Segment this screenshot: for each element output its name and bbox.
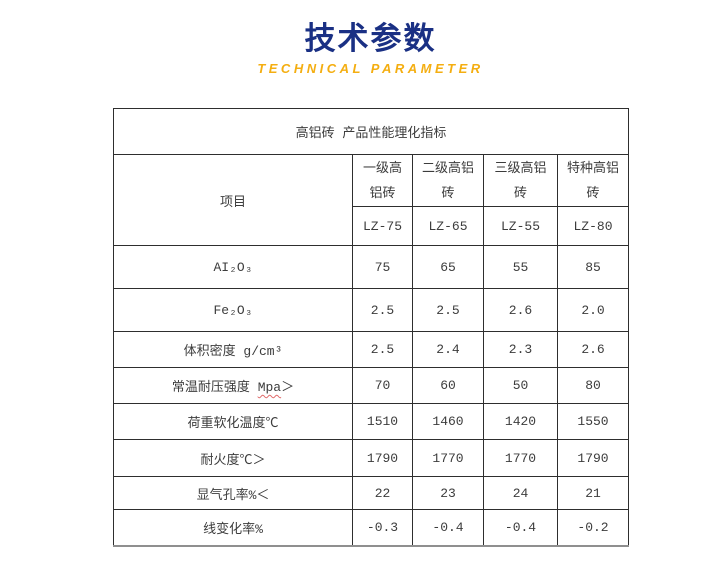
table-row: Fe₂O₃ 2.5 2.5 2.6 2.0 bbox=[113, 288, 630, 332]
table-row: AI₂O₃ 75 65 55 85 bbox=[113, 245, 630, 289]
cell-value: 21 bbox=[556, 476, 630, 510]
row-label: AI₂O₃ bbox=[113, 245, 353, 289]
cell-value: 2.6 bbox=[483, 288, 558, 332]
column-header-line: 特种高铝 bbox=[567, 160, 620, 176]
table-row: 常温耐压强度 Mpa＞ 70 60 50 80 bbox=[113, 367, 630, 404]
cell-value: 23 bbox=[412, 476, 484, 510]
table-code-row: LZ-75 LZ-65 LZ-55 LZ-80 bbox=[114, 206, 630, 246]
cell-value: 60 bbox=[412, 367, 484, 404]
row-label: 体积密度 g/cm³ bbox=[113, 331, 353, 368]
row-label: Fe₂O₃ bbox=[113, 288, 353, 332]
cell-value: 65 bbox=[412, 245, 484, 289]
table-caption: 高铝砖 产品性能理化指标 bbox=[112, 108, 630, 155]
column-header-grade1: 一级高 铝砖 bbox=[352, 154, 413, 207]
cell-value: -0.3 bbox=[352, 509, 413, 547]
cell-value: -0.2 bbox=[556, 509, 630, 547]
table-row: 耐火度℃＞ 1790 1770 1770 1790 bbox=[113, 439, 630, 477]
grade-code: LZ-65 bbox=[412, 206, 484, 246]
column-header-line: 砖 bbox=[441, 185, 455, 201]
column-header-line: 一级高 bbox=[362, 160, 402, 176]
column-header-grade3: 三级高铝 砖 bbox=[483, 154, 558, 207]
cell-value: 2.0 bbox=[556, 288, 630, 332]
row-label-spellcheck-text: Mpa bbox=[257, 380, 282, 395]
column-header-line: 砖 bbox=[513, 185, 527, 201]
row-label: 荷重软化温度℃ bbox=[113, 403, 353, 440]
cell-value: 2.5 bbox=[352, 331, 413, 368]
table-row: 显气孔率%＜ 22 23 24 21 bbox=[113, 476, 630, 510]
cell-value: 1460 bbox=[412, 403, 484, 440]
grade-code: LZ-55 bbox=[483, 206, 558, 246]
cell-value: 24 bbox=[483, 476, 558, 510]
table-row: 体积密度 g/cm³ 2.5 2.4 2.3 2.6 bbox=[113, 331, 630, 368]
cell-value: 1770 bbox=[412, 439, 484, 477]
row-label: 常温耐压强度 Mpa＞ bbox=[113, 367, 353, 404]
column-header-line: 二级高铝 bbox=[421, 160, 474, 176]
table-header-row: 项目 一级高 铝砖 二级高铝 砖 三级高铝 砖 特种高铝 砖 bbox=[113, 154, 630, 246]
cell-value: 1550 bbox=[556, 403, 630, 440]
cell-value: 2.5 bbox=[352, 288, 413, 332]
cell-value: 1790 bbox=[352, 439, 413, 477]
row-label-text: ＞ bbox=[281, 380, 295, 395]
row-label: 显气孔率%＜ bbox=[113, 476, 353, 510]
column-header-grade2: 二级高铝 砖 bbox=[412, 154, 484, 207]
column-header-line: 铝砖 bbox=[369, 185, 396, 201]
table-row: 线变化率% -0.3 -0.4 -0.4 -0.2 bbox=[113, 509, 630, 547]
cell-value: 1510 bbox=[352, 403, 413, 440]
cell-value: 55 bbox=[483, 245, 558, 289]
cell-value: 80 bbox=[556, 367, 630, 404]
column-header-item: 项目 bbox=[113, 154, 353, 246]
cell-value: 70 bbox=[352, 367, 413, 404]
row-label: 线变化率% bbox=[113, 509, 353, 547]
column-header-line: 砖 bbox=[586, 185, 600, 201]
cell-value: 50 bbox=[483, 367, 558, 404]
page-title: 技术参数 bbox=[304, 21, 437, 57]
spec-table: 高铝砖 产品性能理化指标 项目 一级高 铝砖 二级高铝 砖 三级高铝 砖 bbox=[112, 108, 630, 547]
page-subtitle: TECHNICAL PARAMETER bbox=[257, 61, 484, 76]
column-header-grade4: 特种高铝 砖 bbox=[556, 154, 630, 207]
table-row: 荷重软化温度℃ 1510 1460 1420 1550 bbox=[113, 403, 630, 440]
cell-value: 1790 bbox=[556, 439, 630, 477]
page-header: 技术参数 TECHNICAL PARAMETER bbox=[113, 20, 628, 76]
cell-value: 85 bbox=[556, 245, 630, 289]
cell-value: 2.5 bbox=[412, 288, 484, 332]
cell-value: 2.6 bbox=[556, 331, 630, 368]
cell-value: 2.4 bbox=[412, 331, 484, 368]
grade-code: LZ-80 bbox=[556, 206, 630, 246]
row-label-text: 常温耐压强度 bbox=[171, 380, 258, 395]
cell-value: 75 bbox=[352, 245, 413, 289]
cell-value: 1420 bbox=[483, 403, 558, 440]
column-header-line: 三级高铝 bbox=[494, 160, 547, 176]
row-label: 耐火度℃＞ bbox=[113, 439, 353, 477]
cell-value: 2.3 bbox=[483, 331, 558, 368]
cell-value: 1770 bbox=[483, 439, 558, 477]
cell-value: -0.4 bbox=[412, 509, 484, 547]
table-caption-row: 高铝砖 产品性能理化指标 bbox=[112, 108, 630, 155]
cell-value: 22 bbox=[352, 476, 413, 510]
cell-value: -0.4 bbox=[483, 509, 558, 547]
grade-code: LZ-75 bbox=[352, 206, 413, 246]
